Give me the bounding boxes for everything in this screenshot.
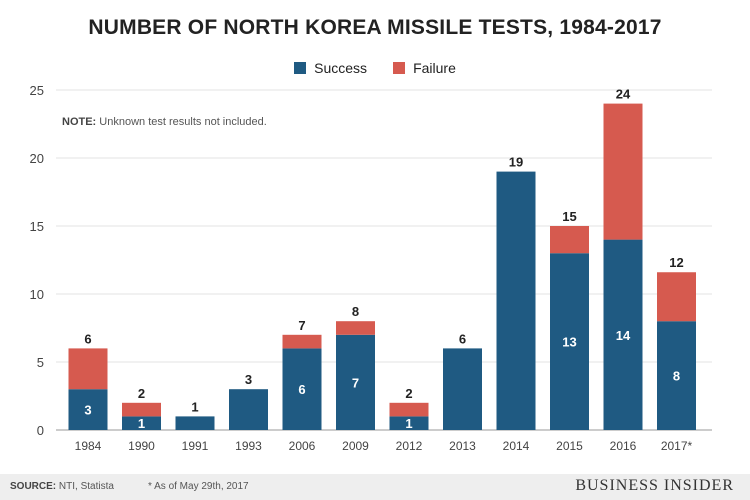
bar-failure-1990 — [122, 402, 161, 417]
bar-success-1984 — [68, 389, 108, 430]
bar-failure-2015 — [550, 226, 589, 254]
source-credit: SOURCE: NTI, Statista — [10, 481, 114, 492]
x-tick-label-1991: 1991 — [182, 439, 209, 453]
data-label-total-2009: 8 — [352, 304, 359, 319]
legend-label-success: Success — [314, 60, 368, 76]
bar-failure-2012 — [389, 402, 429, 417]
data-label-total-2013: 6 — [459, 331, 466, 346]
data-label-success-2017*: 8 — [673, 369, 680, 384]
data-label-total-1991: 1 — [191, 399, 198, 414]
bar-success-1993 — [229, 389, 268, 430]
legend-swatch-failure — [393, 62, 406, 74]
data-label-total-2016: 24 — [616, 87, 631, 102]
data-label-total-2012: 2 — [405, 386, 412, 401]
legend: Success Failure — [0, 60, 750, 76]
x-tick-label-2013: 2013 — [449, 439, 476, 453]
y-tick-label-20: 20 — [30, 151, 44, 166]
bar-success-2016 — [603, 239, 643, 430]
data-label-total-2006: 7 — [298, 318, 305, 333]
footer-bar: SOURCE: NTI, Statista * As of May 29th, … — [0, 474, 750, 500]
note-text: Unknown test results not included. — [99, 116, 267, 128]
bar-failure-2016 — [603, 103, 643, 240]
data-label-total-2015: 15 — [562, 209, 576, 224]
legend-label-failure: Failure — [413, 60, 456, 76]
y-tick-label-25: 25 — [30, 83, 44, 98]
chart-title: NUMBER OF NORTH KOREA MISSILE TESTS, 198… — [88, 16, 662, 39]
x-tick-label-2009: 2009 — [342, 439, 369, 453]
x-tick-label-2012: 2012 — [396, 439, 423, 453]
data-label-success-1990: 1 — [138, 416, 145, 431]
x-tick-label-1993: 1993 — [235, 439, 262, 453]
data-label-total-1990: 2 — [138, 386, 145, 401]
y-tick-label-10: 10 — [30, 287, 44, 302]
legend-item-success: Success — [294, 60, 367, 76]
data-label-total-2017*: 12 — [669, 255, 683, 270]
data-label-success-2015: 13 — [562, 335, 576, 350]
x-tick-label-2017*: 2017* — [661, 439, 693, 453]
y-tick-label-5: 5 — [37, 355, 44, 370]
bar-failure-2017* — [657, 272, 696, 322]
bar-failure-2009 — [336, 321, 375, 335]
bar-success-2009 — [336, 334, 375, 430]
data-label-total-1993: 3 — [245, 372, 252, 387]
bar-failure-1984 — [68, 348, 108, 390]
date-footnote: * As of May 29th, 2017 — [148, 481, 249, 492]
x-tick-label-1990: 1990 — [128, 439, 155, 453]
bar-success-2014 — [496, 171, 536, 430]
data-label-success-2012: 1 — [405, 416, 412, 431]
x-tick-label-2006: 2006 — [289, 439, 316, 453]
source-label: SOURCE: — [10, 481, 57, 492]
data-label-total-1984: 6 — [84, 331, 91, 346]
note-label: NOTE: — [62, 116, 97, 128]
y-tick-label-0: 0 — [37, 423, 44, 438]
data-label-success-2016: 14 — [616, 328, 631, 343]
data-label-success-2006: 6 — [298, 382, 305, 397]
data-label-total-2014: 19 — [509, 155, 523, 170]
x-tick-label-2016: 2016 — [610, 439, 637, 453]
legend-item-failure: Failure — [393, 60, 456, 76]
y-tick-label-15: 15 — [30, 219, 44, 234]
bar-success-2006 — [282, 348, 322, 430]
bar-failure-2006 — [282, 334, 322, 349]
chart-canvas: 0510152025361984121990119913199367200678… — [30, 83, 712, 453]
bar-success-1991 — [175, 416, 215, 430]
bar-success-2012 — [389, 416, 429, 430]
legend-swatch-success — [294, 62, 307, 74]
brand-logo: BUSINESS INSIDER — [575, 477, 734, 494]
x-tick-label-2015: 2015 — [556, 439, 583, 453]
source-text: NTI, Statista — [58, 481, 114, 492]
bar-success-2017* — [657, 321, 696, 430]
bar-success-2015 — [550, 253, 589, 430]
data-label-success-2009: 7 — [352, 375, 359, 390]
data-label-success-1984: 3 — [84, 403, 91, 418]
x-tick-label-2014: 2014 — [503, 439, 530, 453]
bar-success-2013 — [443, 348, 482, 430]
chart-note: NOTE: Unknown test results not included. — [62, 116, 267, 128]
x-tick-label-1984: 1984 — [75, 439, 102, 453]
bar-success-1990 — [122, 416, 161, 430]
